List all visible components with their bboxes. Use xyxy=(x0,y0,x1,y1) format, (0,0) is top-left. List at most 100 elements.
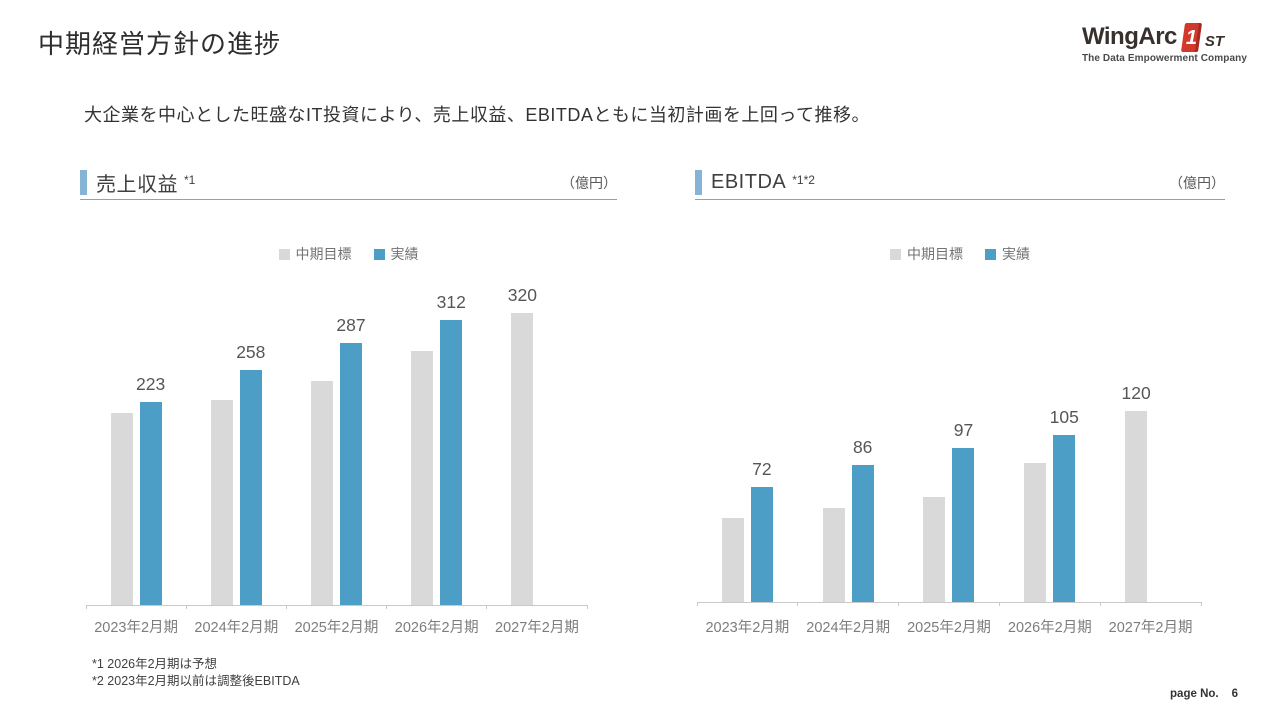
target-bar xyxy=(110,413,133,605)
target-barwrap: 320 xyxy=(508,285,537,605)
ebitda-chart-panel: EBITDA *1*2 （億円） 中期目標 実績 72 86 97 105 120 20… xyxy=(695,166,1225,648)
target-bar xyxy=(923,497,946,602)
bar-value-label: 223 xyxy=(135,374,166,394)
page-title: 中期経営方針の進捗 xyxy=(38,29,282,59)
x-axis-label: 2024年2月期 xyxy=(806,620,891,636)
bar-value-label: 120 xyxy=(1121,383,1151,403)
actual-bar xyxy=(440,320,463,605)
accent-bar-icon xyxy=(80,170,87,195)
x-axis-label: 2023年2月期 xyxy=(94,620,179,636)
x-axis-tick xyxy=(285,605,287,609)
logo-brand-text: WingArc xyxy=(1081,23,1177,50)
ebitda-chart-plot: 72 86 97 105 120 xyxy=(696,303,1202,606)
target-barwrap xyxy=(110,413,133,605)
ebitda-chart-title: EBITDA xyxy=(711,171,787,193)
x-axis-tick xyxy=(586,605,588,609)
revenue-chart-legend: 中期目標 実績 xyxy=(80,244,617,264)
target-barwrap xyxy=(923,497,946,602)
actual-swatch-icon xyxy=(985,248,996,260)
legend-label-actual: 実績 xyxy=(1002,246,1030,262)
ebitda-chart-legend: 中期目標 実績 xyxy=(695,244,1225,264)
bar-group: 320 xyxy=(487,285,587,605)
x-axis-tick xyxy=(998,602,1000,606)
actual-barwrap: 97 xyxy=(952,420,975,602)
legend-item-actual: 実績 xyxy=(373,244,419,264)
target-bar xyxy=(822,508,845,602)
bar-value-label: 258 xyxy=(236,342,266,362)
x-axis-label: 2023年2月期 xyxy=(705,620,790,636)
x-axis-tick xyxy=(185,605,187,609)
legend-label-actual: 実績 xyxy=(390,246,419,262)
ebitda-chart-header: EBITDA *1*2 （億円） xyxy=(695,166,1225,200)
bar-group: 72 xyxy=(697,303,798,602)
logo-one-icon: 1 xyxy=(1180,23,1202,52)
x-axis-label: 2025年2月期 xyxy=(294,620,379,636)
actual-bar xyxy=(750,487,773,602)
legend-label-target: 中期目標 xyxy=(295,246,352,262)
bar-group: 258 xyxy=(186,306,286,605)
revenue-chart-title: 売上収益 xyxy=(96,174,178,196)
logo-tagline: The Data Empowerment Company xyxy=(1081,53,1247,64)
target-barwrap xyxy=(822,508,845,602)
bar-group: 97 xyxy=(899,303,1000,602)
actual-bar xyxy=(1053,435,1076,602)
target-barwrap xyxy=(721,518,744,602)
page-number-label: page No. xyxy=(1170,688,1219,700)
actual-bar xyxy=(340,343,362,605)
bar-group: 105 xyxy=(999,303,1100,602)
x-axis-tick xyxy=(386,605,388,609)
target-swatch-icon xyxy=(890,248,901,260)
page-number: page No. 6 xyxy=(1170,688,1238,700)
x-axis-label: 2027年2月期 xyxy=(1108,620,1193,636)
revenue-chart-panel: 売上収益 *1 （億円） 中期目標 実績 223 258 287 312 320 202… xyxy=(80,166,617,648)
target-bar xyxy=(1125,411,1148,602)
target-barwrap xyxy=(311,381,333,605)
x-axis-tick xyxy=(486,605,488,609)
actual-barwrap: 105 xyxy=(1050,407,1079,602)
wingarc-logo: WingArc 1 ST The Data Empowerment Compan… xyxy=(1082,20,1247,64)
bar-value-label: 105 xyxy=(1049,407,1079,427)
x-axis-label: 2027年2月期 xyxy=(495,620,579,636)
target-bar xyxy=(210,400,233,605)
actual-barwrap: 86 xyxy=(851,437,874,602)
bar-group: 312 xyxy=(387,292,487,605)
revenue-chart-header: 売上収益 *1 （億円） xyxy=(80,166,617,200)
ebitda-chart-x-axis: 2023年2月期 2024年2月期 2025年2月期 2026年2月期 2027年2月期 xyxy=(697,616,1201,637)
target-barwrap xyxy=(411,351,434,605)
x-axis-tick xyxy=(85,605,87,609)
actual-barwrap: 223 xyxy=(136,374,165,605)
revenue-chart-plot: 223 258 287 312 320 xyxy=(85,285,588,609)
x-axis-tick xyxy=(797,602,799,606)
x-axis-tick xyxy=(898,602,900,606)
bar-value-label: 97 xyxy=(953,420,974,440)
x-axis-tick xyxy=(1200,602,1202,606)
page-number-value: 6 xyxy=(1231,688,1238,700)
bar-group: 287 xyxy=(286,306,386,605)
footnotes: *1 2026年2月期は予想 *2 2023年2月期以前は調整後EBITDA xyxy=(92,656,300,690)
actual-barwrap: 287 xyxy=(336,315,366,605)
ebitda-chart-title-note: *1*2 xyxy=(792,172,815,187)
ebitda-chart-unit: （億円） xyxy=(1169,174,1225,191)
target-bar xyxy=(721,518,744,602)
footnote-2: *2 2023年2月期以前は調整後EBITDA xyxy=(92,674,300,688)
actual-barwrap: 72 xyxy=(750,459,773,602)
bar-value-label: 287 xyxy=(336,315,366,335)
x-axis-label: 2026年2月期 xyxy=(1007,620,1092,636)
x-axis-tick xyxy=(696,602,698,606)
target-bar xyxy=(311,381,333,605)
x-axis-label: 2024年2月期 xyxy=(194,620,279,636)
revenue-chart-x-axis: 2023年2月期 2024年2月期 2025年2月期 2026年2月期 2027年2月期 xyxy=(86,616,587,637)
actual-swatch-icon xyxy=(373,248,385,260)
logo-st-text: ST xyxy=(1204,33,1225,50)
target-barwrap xyxy=(210,400,233,605)
accent-bar-icon xyxy=(695,170,702,195)
target-bar xyxy=(411,351,434,605)
bar-group: 120 xyxy=(1100,303,1201,602)
bar-value-label: 320 xyxy=(507,285,538,305)
footnote-1: *1 2026年2月期は予想 xyxy=(92,657,218,671)
actual-bar xyxy=(139,402,162,605)
bar-value-label: 72 xyxy=(752,459,772,479)
target-barwrap xyxy=(1024,463,1047,602)
x-axis-tick xyxy=(1099,602,1101,606)
